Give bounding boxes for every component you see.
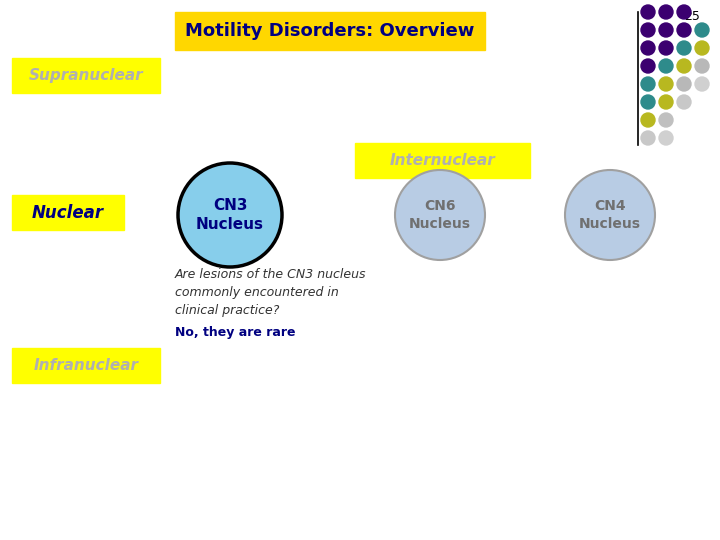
Circle shape [677,95,691,109]
Text: CN3
Nucleus: CN3 Nucleus [196,198,264,232]
Circle shape [695,77,709,91]
Text: Are lesions of the CN3 nucleus
commonly encountered in
clinical practice?: Are lesions of the CN3 nucleus commonly … [175,268,366,317]
Ellipse shape [178,163,282,267]
Circle shape [695,41,709,55]
Circle shape [659,113,673,127]
Circle shape [641,113,655,127]
Text: Internuclear: Internuclear [390,153,495,168]
Circle shape [659,41,673,55]
Ellipse shape [565,170,655,260]
Text: CN4
Nucleus: CN4 Nucleus [579,199,641,231]
Circle shape [641,131,655,145]
FancyBboxPatch shape [12,348,160,383]
Text: CN6
Nucleus: CN6 Nucleus [409,199,471,231]
Circle shape [677,23,691,37]
Circle shape [677,5,691,19]
Circle shape [659,59,673,73]
Circle shape [641,23,655,37]
Circle shape [677,77,691,91]
Circle shape [677,59,691,73]
Circle shape [641,41,655,55]
Text: Nuclear: Nuclear [32,204,104,221]
Circle shape [641,77,655,91]
Circle shape [695,59,709,73]
FancyBboxPatch shape [355,143,530,178]
Circle shape [641,59,655,73]
FancyBboxPatch shape [12,58,160,93]
Text: Infranuclear: Infranuclear [34,358,138,373]
Circle shape [641,95,655,109]
Text: Supranuclear: Supranuclear [29,68,143,83]
Ellipse shape [395,170,485,260]
Circle shape [659,5,673,19]
Text: Motility Disorders: Overview: Motility Disorders: Overview [185,22,474,40]
Circle shape [659,131,673,145]
FancyBboxPatch shape [175,12,485,50]
Circle shape [659,23,673,37]
Circle shape [659,77,673,91]
Circle shape [659,95,673,109]
Circle shape [641,5,655,19]
Text: No, they are rare: No, they are rare [175,326,295,339]
Circle shape [677,41,691,55]
Text: 25: 25 [684,10,700,23]
Circle shape [695,23,709,37]
FancyBboxPatch shape [12,195,124,230]
